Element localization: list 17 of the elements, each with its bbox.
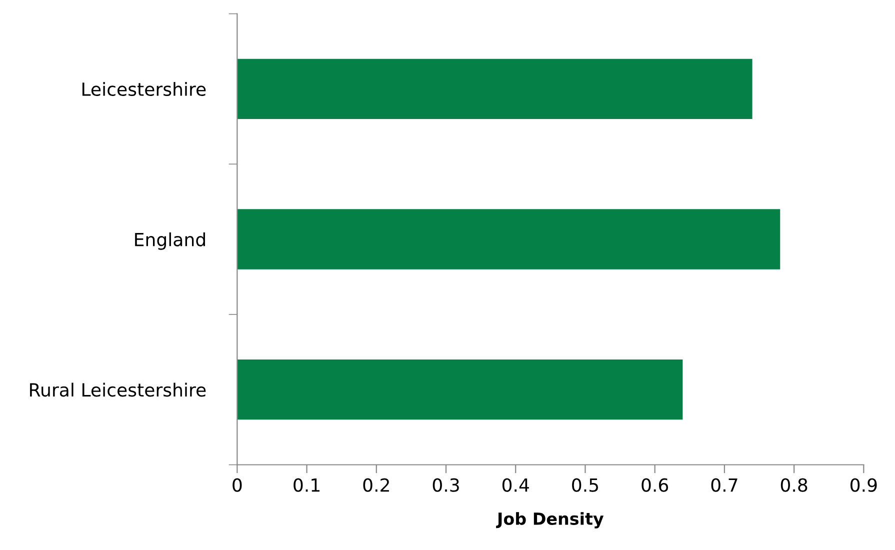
bar xyxy=(237,360,683,420)
y-tick-label: Rural Leicestershire xyxy=(30,382,206,397)
x-tick-label: 0.1 xyxy=(294,478,320,492)
x-tick-label: 0.5 xyxy=(572,478,598,492)
x-tick-label: 0.7 xyxy=(711,478,738,492)
bar xyxy=(237,58,752,119)
y-tick-label: England xyxy=(135,232,205,250)
x-tick-label: 0.3 xyxy=(432,478,459,492)
x-tick-label: 0 xyxy=(232,478,242,492)
y-tick-label: Leicestershire xyxy=(82,82,206,96)
x-axis-title: Job Density xyxy=(496,512,604,528)
x-tick-label: 0.4 xyxy=(502,478,529,492)
x-tick-label: 0.6 xyxy=(642,478,668,492)
x-tick-label: 0.2 xyxy=(363,478,389,492)
x-tick-label: 0.9 xyxy=(850,478,877,492)
x-tick-label: 0.8 xyxy=(780,478,808,492)
bar xyxy=(237,209,780,270)
